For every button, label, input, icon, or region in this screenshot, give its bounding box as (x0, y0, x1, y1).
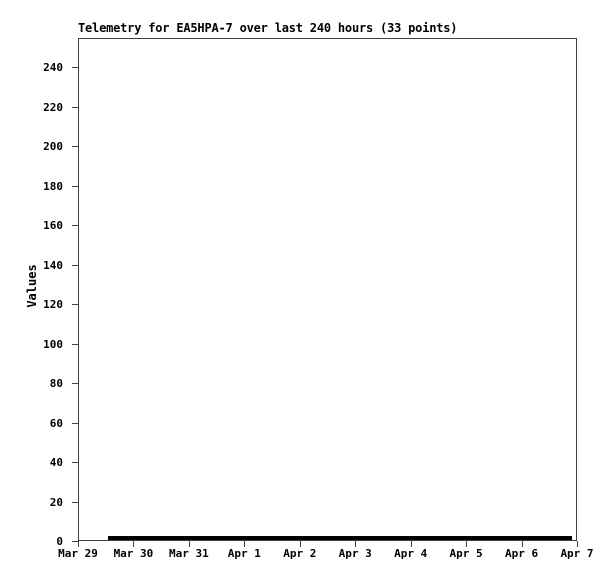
y-tick-label: 100 (43, 337, 63, 351)
x-tick-label: Apr 1 (227, 547, 261, 560)
x-tick (410, 541, 412, 547)
y-tick-label: 160 (43, 219, 63, 232)
x-tick (299, 541, 301, 547)
y-tick (72, 264, 78, 266)
x-tick-label: Mar 30 (113, 547, 154, 560)
y-tick (72, 383, 78, 384)
y-tick (72, 106, 78, 108)
y-tick (72, 225, 78, 226)
y-tick-label: 140 (43, 258, 63, 272)
y-tick-label: 200 (43, 140, 63, 153)
y-tick (72, 146, 78, 147)
y-tick-label: 40 (49, 456, 63, 469)
y-tick-label: 240 (43, 61, 63, 74)
y-tick (72, 541, 78, 542)
telemetry-data-line (107, 535, 572, 540)
y-tick (72, 304, 78, 305)
plot-area (78, 38, 577, 541)
y-tick (72, 343, 78, 345)
y-tick-label: 80 (49, 377, 63, 390)
x-tick-label: Apr 5 (449, 547, 483, 560)
y-tick-label: 220 (43, 100, 63, 114)
x-tick (244, 541, 246, 547)
x-tick (521, 541, 523, 547)
x-tick-label: Apr 6 (504, 547, 539, 560)
x-tick (78, 541, 79, 547)
y-tick (72, 462, 78, 463)
x-tick-label: Apr 3 (338, 547, 372, 560)
x-tick (466, 541, 468, 547)
y-tick-label: 0 (56, 535, 63, 548)
chart-title: Telemetry for EA5HPA-7 over last 240 hou… (78, 21, 458, 35)
y-tick-label: 20 (49, 495, 63, 509)
x-tick (133, 541, 135, 547)
y-tick (72, 185, 78, 187)
x-tick (355, 541, 357, 547)
x-tick-label: Apr 2 (283, 547, 317, 560)
y-tick-label: 60 (49, 416, 63, 430)
y-tick-label: 120 (43, 298, 63, 311)
x-tick-label: Apr 7 (560, 547, 594, 560)
y-tick (72, 67, 78, 68)
y-tick (72, 501, 78, 503)
y-tick (72, 422, 78, 424)
x-tick (188, 541, 190, 547)
y-tick-label: 180 (43, 179, 63, 193)
x-tick-label: Apr 4 (394, 547, 428, 560)
x-tick-label: Mar 31 (169, 547, 209, 560)
x-tick-label: Mar 29 (58, 547, 98, 560)
x-tick (577, 541, 578, 547)
